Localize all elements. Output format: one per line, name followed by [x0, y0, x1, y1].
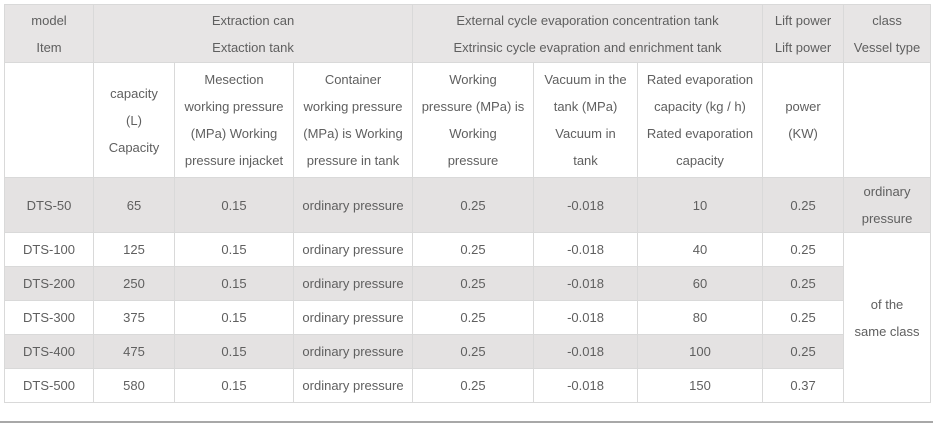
cell-model: DTS-50: [4, 177, 94, 233]
cell-model: DTS-200: [4, 266, 94, 301]
cell-model: DTS-400: [4, 334, 94, 369]
cell-jacket-pressure: 0.15: [174, 266, 294, 301]
header-capacity: capacity (L) Capacity: [93, 62, 175, 178]
cell-evap-capacity: 10: [636, 177, 764, 233]
cell-capacity: 125: [93, 232, 175, 267]
cell-model: DTS-500: [4, 368, 94, 403]
cell-tank-pressure: ordinary pressure: [293, 334, 413, 369]
cell-jacket-pressure: 0.15: [174, 368, 294, 403]
cell-evap-capacity: 60: [636, 266, 764, 301]
cell-vacuum: -0.018: [533, 300, 638, 335]
cell-capacity: 580: [93, 368, 175, 403]
cell-working-pressure: 0.25: [412, 300, 534, 335]
table-row-dts-400: DTS-400 475 0.15 ordinary pressure 0.25 …: [4, 334, 931, 369]
cell-capacity: 375: [93, 300, 175, 335]
cell-vessel-class: ordinary pressure: [843, 177, 932, 233]
header-power: power (KW): [762, 62, 845, 178]
cell-power: 0.25: [762, 177, 845, 233]
cell-tank-pressure: ordinary pressure: [293, 266, 413, 301]
spec-table: model Item Extraction can Extaction tank…: [4, 4, 932, 403]
cell-power: 0.37: [762, 368, 845, 403]
cell-jacket-pressure: 0.15: [174, 300, 294, 335]
header-blank-right: [843, 62, 932, 178]
header-blank-left: [4, 62, 94, 178]
header-class-vessel-type: class Vessel type: [843, 4, 932, 63]
cell-capacity: 65: [93, 177, 175, 233]
cell-tank-pressure: ordinary pressure: [293, 300, 413, 335]
cell-working-pressure: 0.25: [412, 266, 534, 301]
header-jacket-pressure: Mesection working pressure (MPa) Working…: [174, 62, 294, 178]
cell-power: 0.25: [762, 232, 845, 267]
table-row-dts-500: DTS-500 580 0.15 ordinary pressure 0.25 …: [4, 368, 931, 403]
table-row-dts-200: DTS-200 250 0.15 ordinary pressure 0.25 …: [4, 266, 931, 301]
header-lift-power: Lift power Lift power: [762, 4, 845, 63]
header-external-cycle-tank: External cycle evaporation concentration…: [411, 4, 764, 63]
table-row-dts-50: DTS-50 65 0.15 ordinary pressure 0.25 -0…: [4, 177, 932, 233]
header-extraction-can: Extraction can Extaction tank: [93, 4, 413, 63]
cell-vacuum: -0.018: [533, 177, 638, 233]
header-model-item: model Item: [4, 4, 94, 63]
table-row-dts-100: DTS-100 125 0.15 ordinary pressure 0.25 …: [4, 232, 932, 403]
cell-power: 0.25: [762, 266, 845, 301]
cell-working-pressure: 0.25: [412, 368, 534, 403]
cell-working-pressure: 0.25: [412, 177, 534, 233]
header-vacuum: Vacuum in the tank (MPa) Vacuum in tank: [533, 62, 638, 178]
cell-evap-capacity: 80: [636, 300, 764, 335]
cell-working-pressure: 0.25: [412, 232, 534, 267]
header-row-primary: model Item Extraction can Extaction tank…: [4, 4, 932, 63]
cell-vacuum: -0.018: [533, 232, 638, 267]
cell-vacuum: -0.018: [533, 334, 638, 369]
cell-jacket-pressure: 0.15: [174, 232, 294, 267]
table-row-dts-300: DTS-300 375 0.15 ordinary pressure 0.25 …: [4, 300, 931, 335]
cell-power: 0.25: [762, 334, 845, 369]
cell-evap-capacity: 150: [636, 368, 764, 403]
cell-working-pressure: 0.25: [412, 334, 534, 369]
cell-vacuum: -0.018: [533, 368, 638, 403]
cell-jacket-pressure: 0.15: [174, 334, 294, 369]
cell-model: DTS-100: [4, 232, 94, 267]
header-evap-capacity: Rated evaporation capacity (kg / h) Rate…: [636, 62, 764, 178]
header-working-pressure: Working pressure (MPa) is Working pressu…: [412, 62, 534, 178]
header-container-pressure: Container working pressure (MPa) is Work…: [293, 62, 413, 178]
cell-tank-pressure: ordinary pressure: [293, 232, 413, 267]
cell-evap-capacity: 40: [636, 232, 764, 267]
cell-evap-capacity: 100: [636, 334, 764, 369]
cell-vacuum: -0.018: [533, 266, 638, 301]
cell-model: DTS-300: [4, 300, 94, 335]
header-row-secondary: capacity (L) Capacity Mesection working …: [4, 62, 932, 178]
cell-jacket-pressure: 0.15: [174, 177, 294, 233]
cell-tank-pressure: ordinary pressure: [293, 368, 413, 403]
cell-power: 0.25: [762, 300, 845, 335]
cell-capacity: 250: [93, 266, 175, 301]
cell-vessel-class-merged: of the same class: [843, 232, 932, 403]
cell-tank-pressure: ordinary pressure: [293, 177, 413, 233]
cell-capacity: 475: [93, 334, 175, 369]
